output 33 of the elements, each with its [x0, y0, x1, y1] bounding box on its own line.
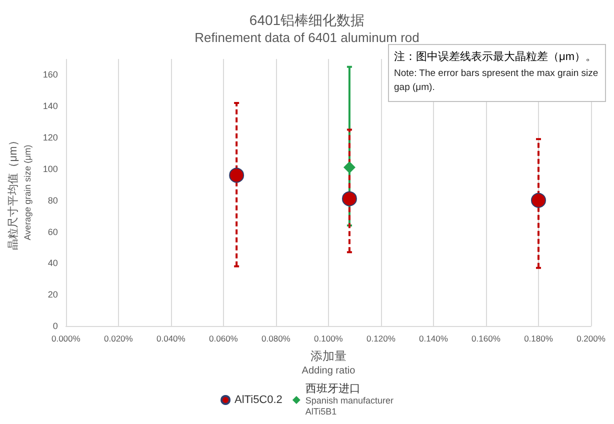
- x-tick-label: 0.100%: [314, 334, 344, 344]
- x-tick-label: 0.140%: [419, 334, 448, 344]
- x-tick-label: 0.080%: [262, 334, 291, 344]
- y-tick-label: 80: [48, 195, 58, 206]
- x-tick-label: 0.000%: [51, 334, 81, 344]
- y-tick-label: 160: [42, 70, 58, 80]
- x-tick-label: 0.060%: [209, 334, 238, 344]
- point: [531, 192, 546, 208]
- note-box: 注：图中误差线表示最大晶粒差（μm）。 Note: The error bars spresent the max grain size gap (μm).: [388, 44, 606, 102]
- y-tick-label: 120: [42, 132, 58, 143]
- x-tick-label: 0.020%: [104, 334, 134, 344]
- y-tick-label: 20: [48, 290, 58, 300]
- chart-title: 6401铝棒细化数据: [249, 12, 365, 28]
- chart-subtitle: Refinement data of 6401 aluminum rod: [194, 30, 420, 45]
- x-tick-label: 0.180%: [524, 334, 554, 344]
- legend-label: AlTi5C0.2: [234, 394, 282, 406]
- annotation: Note: The error bars spresent the max grain size gap (μm).: [394, 67, 600, 95]
- x-tick-label: 0.120%: [366, 334, 396, 344]
- x-axis-title: 添加量 Adding ratio: [302, 349, 356, 376]
- legend-label: 西班牙进口 Spanish manufacturer AlTi5B1: [305, 382, 394, 416]
- annotation: 注：图中误差线表示最大晶粒差（μm）。: [394, 50, 598, 65]
- point: [229, 168, 244, 183]
- y-tick-label: 140: [42, 101, 58, 112]
- y-axis-title: 晶粒尺寸平均值（μm） Average grain size (μm): [6, 135, 32, 250]
- y-tick-label: 100: [42, 164, 58, 174]
- y-tick-label: 40: [48, 258, 58, 268]
- y-tick-label: 60: [48, 226, 58, 237]
- x-tick-label: 0.160%: [472, 334, 501, 344]
- point: [343, 161, 356, 174]
- x-tick-label: 0.200%: [576, 334, 606, 344]
- y-tick-label: 0: [52, 321, 58, 331]
- x-tick-label: 0.040%: [156, 334, 186, 344]
- point: [342, 191, 357, 206]
